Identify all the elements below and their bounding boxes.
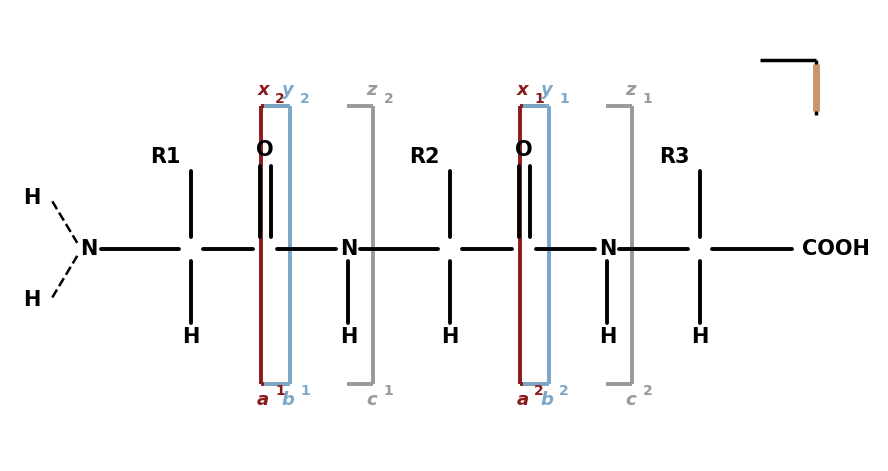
Text: y: y bbox=[282, 81, 294, 98]
Text: 2: 2 bbox=[643, 383, 653, 398]
Text: 1: 1 bbox=[535, 92, 544, 106]
Text: 1: 1 bbox=[275, 383, 285, 398]
Text: c: c bbox=[366, 391, 377, 409]
Text: z: z bbox=[366, 81, 377, 98]
Text: x: x bbox=[517, 81, 528, 98]
Text: H: H bbox=[23, 188, 41, 209]
Text: b: b bbox=[541, 391, 554, 409]
Text: x: x bbox=[258, 81, 269, 98]
Text: 2: 2 bbox=[300, 92, 310, 106]
Text: H: H bbox=[599, 327, 616, 347]
Text: H: H bbox=[339, 327, 357, 347]
Text: H: H bbox=[182, 327, 200, 347]
Text: N: N bbox=[339, 239, 357, 260]
Text: 1: 1 bbox=[384, 383, 393, 398]
Text: a: a bbox=[258, 391, 269, 409]
Text: N: N bbox=[81, 239, 98, 260]
Text: 1: 1 bbox=[300, 383, 310, 398]
Text: 1: 1 bbox=[559, 92, 569, 106]
Text: H: H bbox=[23, 290, 41, 310]
Text: COOH: COOH bbox=[802, 239, 869, 260]
Text: H: H bbox=[441, 327, 459, 347]
Text: H: H bbox=[691, 327, 709, 347]
Text: z: z bbox=[625, 81, 636, 98]
Text: 2: 2 bbox=[384, 92, 393, 106]
Text: R1: R1 bbox=[150, 147, 180, 167]
Text: 1: 1 bbox=[643, 92, 653, 106]
Text: O: O bbox=[257, 140, 274, 161]
Text: a: a bbox=[516, 391, 528, 409]
Text: 2: 2 bbox=[559, 383, 569, 398]
Text: y: y bbox=[542, 81, 553, 98]
Text: 2: 2 bbox=[275, 92, 285, 106]
Text: b: b bbox=[281, 391, 295, 409]
Text: O: O bbox=[515, 140, 533, 161]
Text: R3: R3 bbox=[659, 147, 689, 167]
Text: 2: 2 bbox=[535, 383, 544, 398]
Text: R2: R2 bbox=[409, 147, 440, 167]
Text: c: c bbox=[625, 391, 636, 409]
Text: N: N bbox=[599, 239, 616, 260]
